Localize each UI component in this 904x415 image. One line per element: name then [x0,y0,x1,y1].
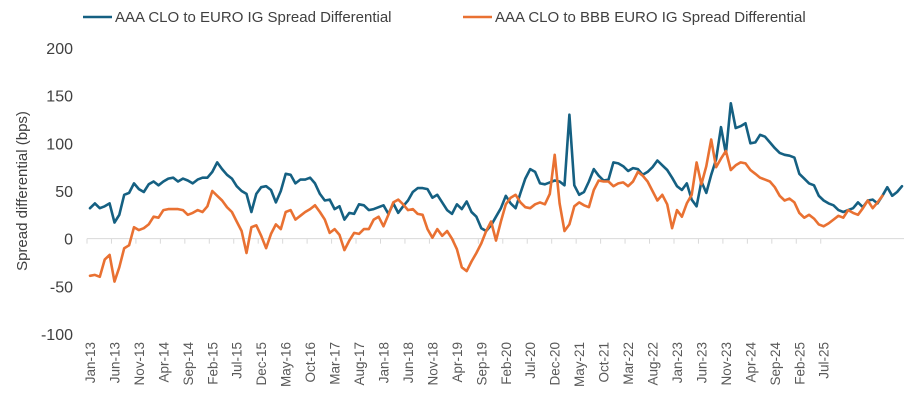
x-tick-label: Dec-20 [548,342,563,386]
y-axis-ticks: 200 150 100 50 0 -50 -100 [41,41,73,344]
y-tick-label: 200 [46,41,73,58]
x-tick-label: Jul-25 [817,342,832,379]
x-tick-label: Oct-21 [597,342,612,383]
y-tick-label: 150 [46,89,73,106]
x-tick-label: Mar-17 [328,342,343,385]
y-tick-label: -50 [50,279,73,296]
x-tick-label: Sep-24 [768,342,783,386]
x-tick-label: Feb-20 [499,342,514,385]
x-tick-label: Apr-14 [156,342,171,383]
legend-label-series-2: AAA CLO to BBB EURO IG Spread Differenti… [495,9,806,26]
x-tick-label: Apr-24 [743,342,758,383]
x-tick-label: Sep-19 [474,342,489,386]
x-axis: Jan-13 Jun-13 Nov-13 Apr-14 Sep-14 Feb-15 Jul-… [83,238,904,387]
x-tick-label: Feb-25 [792,342,807,385]
y-tick-label: 100 [46,136,73,153]
x-tick-label: Jul-15 [230,342,245,379]
x-tick-label: May-16 [279,342,294,387]
x-tick-label: Dec-15 [254,342,269,386]
x-tick-label: Nov-18 [425,342,440,386]
x-tick-label: Jan-18 [376,342,391,383]
y-tick-label: 50 [55,184,73,201]
series-lines [88,102,904,283]
x-tick-label: Aug-17 [352,342,367,386]
x-tick-label: Mar-22 [621,342,636,385]
x-tick-label: Nov-23 [719,342,734,386]
x-tick-label: Jun-23 [694,342,709,383]
series-line-1 [88,102,904,233]
x-tick-label: May-21 [572,342,587,387]
x-tick-label: Jan-13 [83,342,98,383]
y-tick-label: 0 [64,232,73,249]
x-tick-label: Apr-19 [450,342,465,383]
x-tick-label: Jun-13 [107,342,122,383]
x-tick-label: Jul-20 [523,342,538,379]
legend-label-series-1: AAA CLO to EURO IG Spread Differential [115,9,392,26]
x-tick-label: Jun-18 [401,342,416,383]
x-tick-label: Nov-13 [132,342,147,386]
series-line-2 [88,138,884,283]
x-tick-label: Feb-15 [205,342,220,385]
x-tick-label: Oct-16 [303,342,318,383]
x-tick-label: Aug-22 [646,342,661,386]
x-tick-label: Sep-14 [181,342,196,386]
y-axis-label: Spread differential (bps) [14,111,31,271]
legend: AAA CLO to EURO IG Spread Differential A… [83,9,806,26]
x-tick-label: Jan-23 [670,342,685,383]
y-tick-label: -100 [41,327,73,344]
